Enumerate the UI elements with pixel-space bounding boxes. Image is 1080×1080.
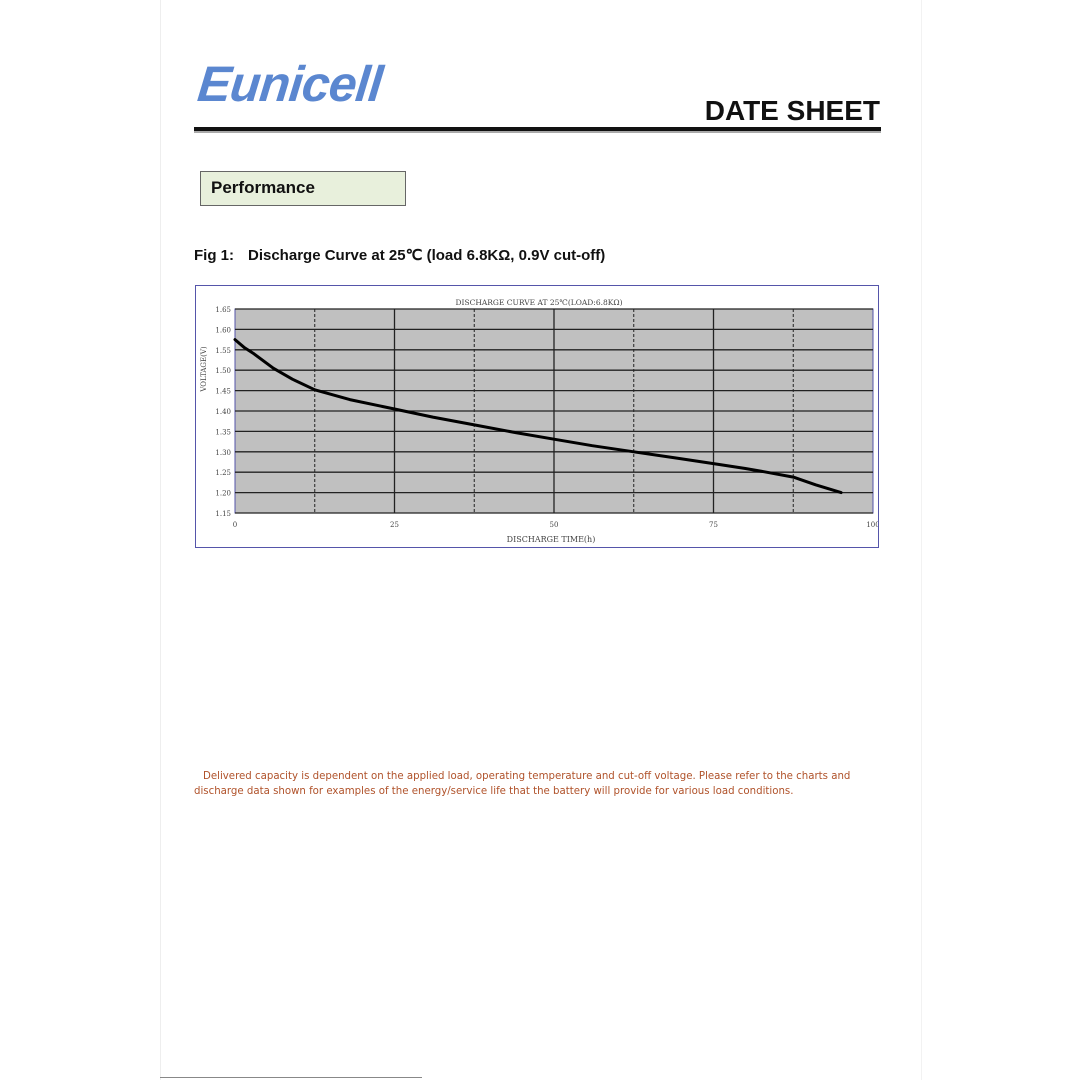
x-tick-label: 25 [390,521,399,529]
y-tick-label: 1.25 [215,469,231,477]
y-tick-label: 1.50 [215,367,231,375]
y-tick-label: 1.60 [215,326,231,334]
y-tick-label: 1.45 [215,388,231,396]
section-heading-performance: Performance [200,171,406,206]
y-tick-label: 1.15 [215,510,231,518]
header-divider [194,127,881,131]
discharge-chart-svg: 1.65 1.60 1.55 1.50 1.45 1.40 1.35 1.30 1.25 1.20… [200,298,879,544]
figure-caption-text: Discharge Curve at 25℃ (load 6.8KΩ, 0.9V… [248,247,606,264]
x-axis-label: DISCHARGE TIME(h) [507,535,596,544]
discharge-chart: 1.65 1.60 1.55 1.50 1.45 1.40 1.35 1.30 1.25 1.20… [195,285,879,548]
x-tick-label: 0 [233,521,237,529]
eunicell-logo: Eunicell [195,56,385,112]
page-bottom-rule [160,1077,422,1078]
y-tick-label: 1.65 [215,306,231,314]
x-tick-label: 75 [709,521,718,529]
figure-number: Fig 1: [194,247,234,264]
document-title: DATE SHEET [704,95,880,126]
x-tick-label: 50 [550,521,559,529]
discharge-curve-line [233,338,843,495]
y-tick-label: 1.35 [215,428,231,436]
chart-title: DISCHARGE CURVE AT 25℃(LOAD:6.8KΩ) [455,298,622,307]
y-tick-label: 1.55 [215,347,231,355]
figure-caption: Fig 1: Discharge Curve at 25℃ (load 6.8KΩ… [194,246,619,264]
y-axis-label: VOLTAGE(V) [200,346,208,393]
y-tick-label: 1.30 [215,449,231,457]
capacity-note: Delivered capacity is dependent on the a… [194,771,851,797]
y-tick-label: 1.40 [215,408,231,416]
y-tick-label: 1.20 [215,490,231,498]
x-tick-label: 100 [866,521,879,529]
